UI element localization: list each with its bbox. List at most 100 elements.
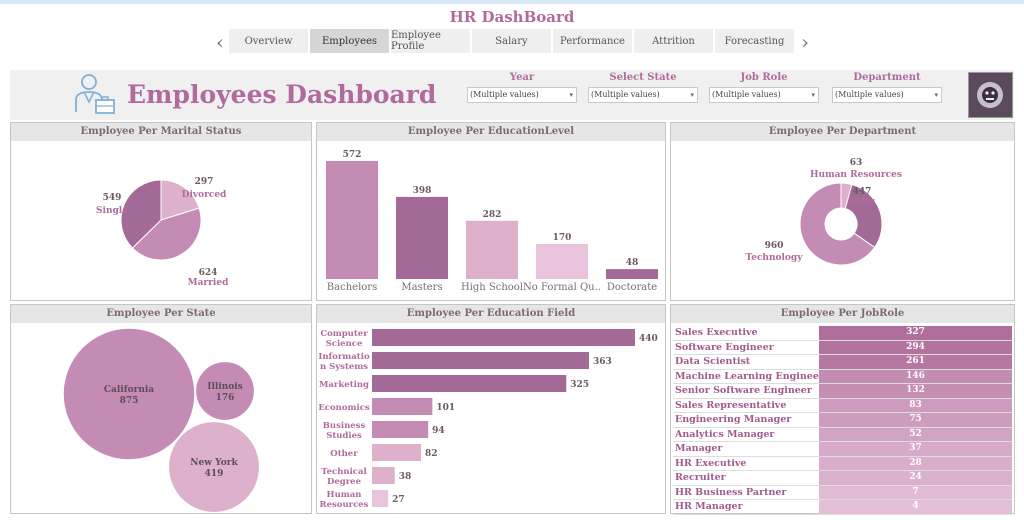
slice-value-label: 549 [103, 193, 122, 203]
education-level-bar-chart: 572 Bachelors 398 Masters 282 High School 170 N… [326, 150, 658, 293]
table-row[interactable]: Software Engineer 294 [673, 340, 1012, 355]
bubble-name-label: California [104, 385, 154, 395]
panel-title: Employee Per Education Field [317, 305, 665, 323]
jobrole-label: Sales Executive [675, 327, 758, 338]
year-dropdown[interactable]: (Multiple values) ▾ [467, 87, 577, 103]
hbar-2[interactable] [372, 375, 567, 392]
bar-3[interactable] [536, 243, 588, 279]
table-row[interactable]: Engineering Manager 75 [673, 413, 1012, 428]
table-row[interactable]: Sales Representative 83 [673, 398, 1012, 413]
jobrole-label: Analytics Manager [675, 428, 775, 440]
table-row[interactable]: HR Business Partner 7 [673, 485, 1012, 500]
pie-slice-single[interactable] [120, 179, 162, 249]
jobrole-label: Recruiter [675, 472, 726, 483]
bar-value-label: 363 [593, 357, 612, 367]
jobrole-value-cell: 83 [819, 398, 1012, 412]
jobrole-value-cell: 261 [819, 355, 1012, 369]
category-label: No Formal Qu.. [523, 282, 601, 293]
filter-state: Select State (Multiple values) ▾ [588, 72, 698, 103]
tab-salary[interactable]: Salary [472, 29, 551, 53]
jobrole-label: Software Engineer [675, 341, 774, 353]
jobrole-value-cell: 52 [819, 427, 1012, 441]
jobrole-value-cell: 294 [819, 340, 1012, 354]
table-row[interactable]: HR Manager 4 [673, 500, 1012, 515]
filter-department: Department (Multiple values) ▾ [832, 72, 942, 103]
category-label: n Systems [320, 362, 368, 372]
bubble-new-york[interactable] [167, 420, 261, 512]
hbar-0[interactable] [372, 329, 635, 346]
filter-label: Year [509, 72, 535, 83]
chevron-right-icon[interactable]: › [801, 30, 809, 54]
category-label: Computer [320, 329, 368, 339]
hbar-5[interactable] [372, 444, 422, 461]
dropdown-value: (Multiple values) [470, 90, 539, 99]
filter-label: Select State [609, 72, 677, 83]
bubble-name-label: New York [190, 458, 238, 468]
hbar-1[interactable] [372, 352, 589, 369]
bar-value-label: 572 [343, 150, 362, 160]
tab-forecasting[interactable]: Forecasting [715, 29, 794, 53]
hbar-7[interactable] [372, 490, 389, 507]
bar-0[interactable] [326, 161, 378, 279]
table-row[interactable]: Manager 37 [673, 442, 1012, 457]
table-row[interactable]: Sales Executive 327 [673, 326, 1012, 341]
table-row[interactable]: Recruiter 24 [673, 471, 1012, 486]
panel-title: Employee Per EducationLevel [317, 123, 665, 141]
bar-2[interactable] [466, 220, 518, 279]
category-label: Informatio [318, 352, 370, 362]
bubble-value-label: 875 [120, 396, 139, 406]
jobrole-dropdown[interactable]: (Multiple values) ▾ [709, 87, 819, 103]
tab-employees[interactable]: Employees [310, 29, 389, 53]
bubble-illinois[interactable] [194, 360, 256, 422]
tab-employee-profile[interactable]: Employee Profile [391, 29, 470, 53]
dropdown-value: (Multiple values) [712, 90, 781, 99]
table-row[interactable]: HR Executive 28 [673, 456, 1012, 471]
bar-value-label: 27 [392, 495, 405, 505]
bubble-name-label: Illinois [207, 382, 243, 392]
tab-overview[interactable]: Overview [229, 29, 308, 53]
category-label: Resources [320, 500, 369, 510]
category-label: Degree [327, 477, 362, 487]
bar-value-label: 48 [626, 258, 639, 268]
bar-1[interactable] [396, 196, 448, 279]
jobrole-table: Sales Executive 327 Software Engineer 294 Da… [673, 326, 1012, 515]
table-row[interactable]: Senior Software Engineer 132 [673, 384, 1012, 399]
tab-attrition[interactable]: Attrition [634, 29, 713, 53]
table-row[interactable]: Machine Learning Engineer 146 [673, 369, 1012, 384]
dashboard-title: Employees Dashboard [127, 80, 437, 109]
jobrole-label: HR Manager [675, 501, 743, 512]
table-row[interactable]: Analytics Manager 52 [673, 427, 1012, 442]
jobrole-value-cell: 28 [819, 456, 1012, 470]
tab-list: Overview Employees Employee Profile Sala… [229, 29, 796, 55]
category-label: Studies [326, 431, 362, 441]
table-row[interactable]: Data Scientist 261 [673, 355, 1012, 370]
slice-value-label: 624 [199, 268, 218, 278]
dropdown-value: (Multiple values) [835, 90, 904, 99]
hbar-4[interactable] [372, 421, 429, 438]
slice-value-label: 297 [195, 177, 214, 187]
jobrole-value-cell: 327 [819, 326, 1012, 340]
pie-slice-divorced[interactable] [160, 179, 200, 221]
tab-performance[interactable]: Performance [553, 29, 632, 53]
slice-name-label: Sales [849, 197, 876, 207]
department-dropdown[interactable]: (Multiple values) ▾ [832, 87, 942, 103]
category-label: Economics [318, 403, 370, 413]
state-dropdown[interactable]: (Multiple values) ▾ [588, 87, 698, 103]
chevron-left-icon[interactable]: ‹ [216, 30, 224, 54]
pie-slice-married[interactable] [131, 207, 202, 261]
jobrole-value-cell: 7 [819, 485, 1012, 499]
bar-value-label: 170 [553, 233, 572, 243]
jobrole-value-cell: 37 [819, 442, 1012, 456]
hbar-6[interactable] [372, 467, 395, 484]
hbar-3[interactable] [372, 398, 433, 415]
donut-slice-technology[interactable] [799, 182, 876, 266]
slice-value-label: 447 [853, 187, 872, 197]
slice-name-label: Human Resources [810, 170, 902, 180]
caret-down-icon: ▾ [811, 91, 815, 99]
employee-briefcase-icon [75, 74, 115, 114]
slice-name-label: Single [96, 206, 128, 216]
bar-4[interactable] [606, 269, 658, 279]
jobrole-label: Manager [675, 443, 723, 454]
donut-slice-sales[interactable] [844, 183, 883, 249]
category-label: Other [330, 449, 358, 459]
